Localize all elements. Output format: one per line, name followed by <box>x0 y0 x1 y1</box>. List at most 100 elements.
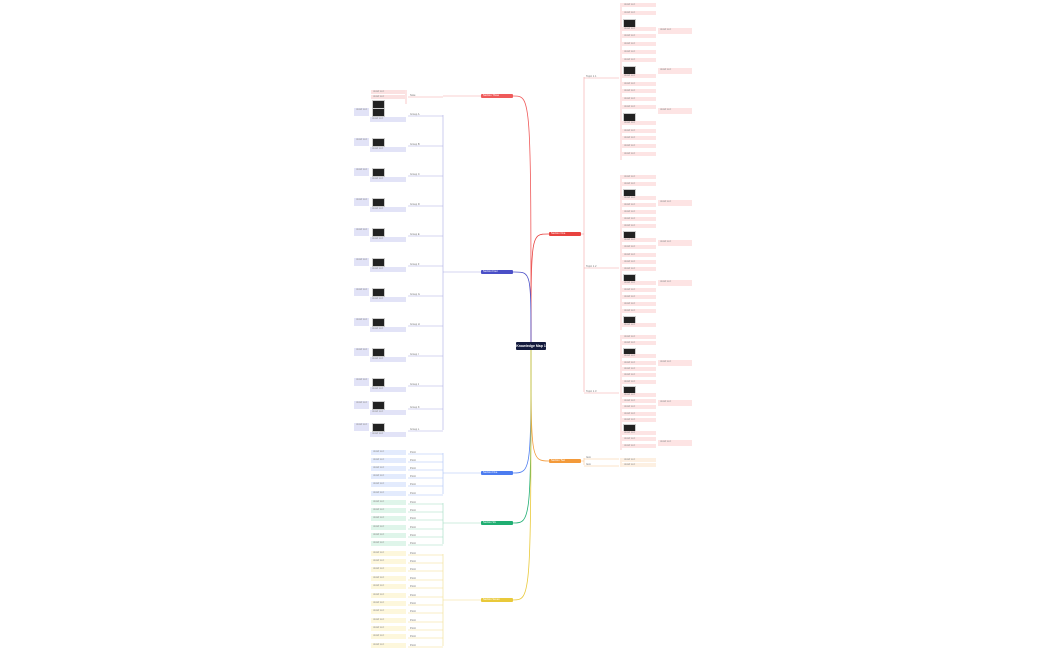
leaf-item: detail text <box>371 450 406 455</box>
branch-y1[interactable]: Section Seven <box>481 598 513 602</box>
leaf-note: detail text <box>354 138 369 146</box>
leaf-item: detail text <box>622 105 656 110</box>
leaf-item: detail text <box>622 224 656 229</box>
branch-r1[interactable]: Section One <box>549 232 581 236</box>
subtopic[interactable]: Point <box>410 492 416 495</box>
subtopic[interactable]: Group I <box>410 353 419 356</box>
central-topic[interactable]: Knowledge Map 1 + 1 <box>516 342 546 356</box>
leaf-item: detail text <box>622 360 656 365</box>
leaf-item: detail text <box>371 609 406 614</box>
subtopic[interactable]: Point <box>410 610 416 613</box>
leaf-note: detail text <box>354 401 369 409</box>
subtopic[interactable]: Group J <box>410 383 420 386</box>
subtopic[interactable]: Group L <box>410 428 420 431</box>
subtopic[interactable]: Group F <box>410 263 420 266</box>
leaf-item: detail text <box>622 175 656 179</box>
subtopic[interactable]: Group B <box>410 143 420 146</box>
leaf-note: detail text <box>658 440 692 446</box>
subtopic[interactable]: Group C <box>410 173 420 176</box>
branch-i1[interactable]: Section Four <box>481 270 513 274</box>
subtopic[interactable]: Point <box>410 594 416 597</box>
leaf-item: detail text <box>370 357 406 362</box>
leaf-item: detail text <box>622 10 656 15</box>
subtopic[interactable]: Point <box>410 475 416 478</box>
subtopic[interactable]: Point <box>410 517 416 520</box>
leaf-item: detail text <box>622 238 656 243</box>
leaf-item: detail text <box>622 398 656 403</box>
subtopic[interactable]: Topic 1.2 <box>586 265 597 268</box>
subtopic[interactable]: Group D <box>410 203 420 206</box>
leaf-item: detail text <box>371 541 406 546</box>
leaf-item: detail text <box>622 196 656 201</box>
leaf-note: detail text <box>658 360 692 366</box>
leaf-item: detail text <box>371 551 406 556</box>
leaf-item: detail text <box>622 379 656 384</box>
subtopic[interactable]: Point <box>410 560 416 563</box>
subtopic[interactable]: Point <box>410 619 416 622</box>
subtopic[interactable]: Point <box>410 635 416 638</box>
subtopic[interactable]: Point <box>410 627 416 630</box>
leaf-item: detail text <box>622 335 656 339</box>
subtopic[interactable]: Point <box>410 585 416 588</box>
leaf-note: detail text <box>354 378 369 386</box>
subtopic[interactable]: Group E <box>410 233 420 236</box>
branch-b1[interactable]: Section Five <box>481 471 513 475</box>
subtopic[interactable]: Point <box>410 501 416 504</box>
subtopic[interactable]: Group H <box>410 323 420 326</box>
branch-p1[interactable]: Section Three <box>481 94 513 98</box>
subtopic[interactable]: Point <box>410 552 416 555</box>
leaf-item: detail text <box>371 618 406 623</box>
leaf-item: detail text <box>622 50 656 55</box>
subtopic[interactable]: Topic 1.1 <box>586 75 597 78</box>
leaf-item: detail text <box>370 237 406 242</box>
subtopic[interactable]: Point <box>410 542 416 545</box>
subtopic[interactable]: Item <box>586 463 592 466</box>
subtopic[interactable]: Point <box>410 534 416 537</box>
subtopic[interactable]: Note <box>410 94 416 97</box>
leaf-item: detail text <box>622 405 656 410</box>
leaf-item: detail text <box>622 73 656 78</box>
subtopic[interactable]: Point <box>410 459 416 462</box>
subtopic[interactable]: Group K <box>410 406 420 409</box>
connector <box>512 345 532 524</box>
subtopic[interactable]: Point <box>410 577 416 580</box>
subtopic[interactable]: Group G <box>410 293 420 296</box>
leaf-item: detail text <box>622 136 656 141</box>
leaf-item: detail text <box>371 516 406 521</box>
leaf-item: detail text <box>622 217 656 222</box>
leaf-item: detail text <box>622 182 656 187</box>
leaf-item: detail text <box>622 280 656 285</box>
leaf-item: detail text <box>622 443 656 448</box>
connector <box>530 345 550 462</box>
leaf-item: detail text <box>622 97 656 102</box>
subtopic[interactable]: Point <box>410 602 416 605</box>
subtopic[interactable]: Point <box>410 644 416 647</box>
image-thumbnail <box>372 168 385 177</box>
leaf-note: detail text <box>658 200 692 206</box>
leaf-item: detail text <box>622 437 656 442</box>
image-thumbnail <box>372 258 385 267</box>
subtopic[interactable]: Point <box>410 526 416 529</box>
leaf-item: detail text <box>370 327 406 332</box>
leaf-note: detail text <box>658 400 692 406</box>
leaf-item: detail text <box>622 203 656 208</box>
leaf-item: detail text <box>622 128 656 133</box>
subtopic[interactable]: Point <box>410 467 416 470</box>
subtopic[interactable]: Group A <box>410 113 420 116</box>
leaf-item: detail text <box>622 301 656 306</box>
subtopic[interactable]: Point <box>410 451 416 454</box>
leaf-note: detail text <box>354 288 369 296</box>
branch-o1[interactable]: Section Two <box>549 459 581 463</box>
leaf-item: detail text <box>622 287 656 292</box>
leaf-item: detail text <box>370 147 406 152</box>
subtopic[interactable]: Point <box>410 509 416 512</box>
branch-g1[interactable]: Section Six <box>481 521 513 525</box>
leaf-note: detail text <box>354 423 369 431</box>
subtopic[interactable]: Point <box>410 483 416 486</box>
leaf-item: detail text <box>371 95 405 99</box>
subtopic[interactable]: Item <box>586 456 592 459</box>
subtopic[interactable]: Topic 1.3 <box>586 390 597 393</box>
connector <box>512 95 532 347</box>
leaf-item: detail text <box>622 373 656 378</box>
subtopic[interactable]: Point <box>410 568 416 571</box>
